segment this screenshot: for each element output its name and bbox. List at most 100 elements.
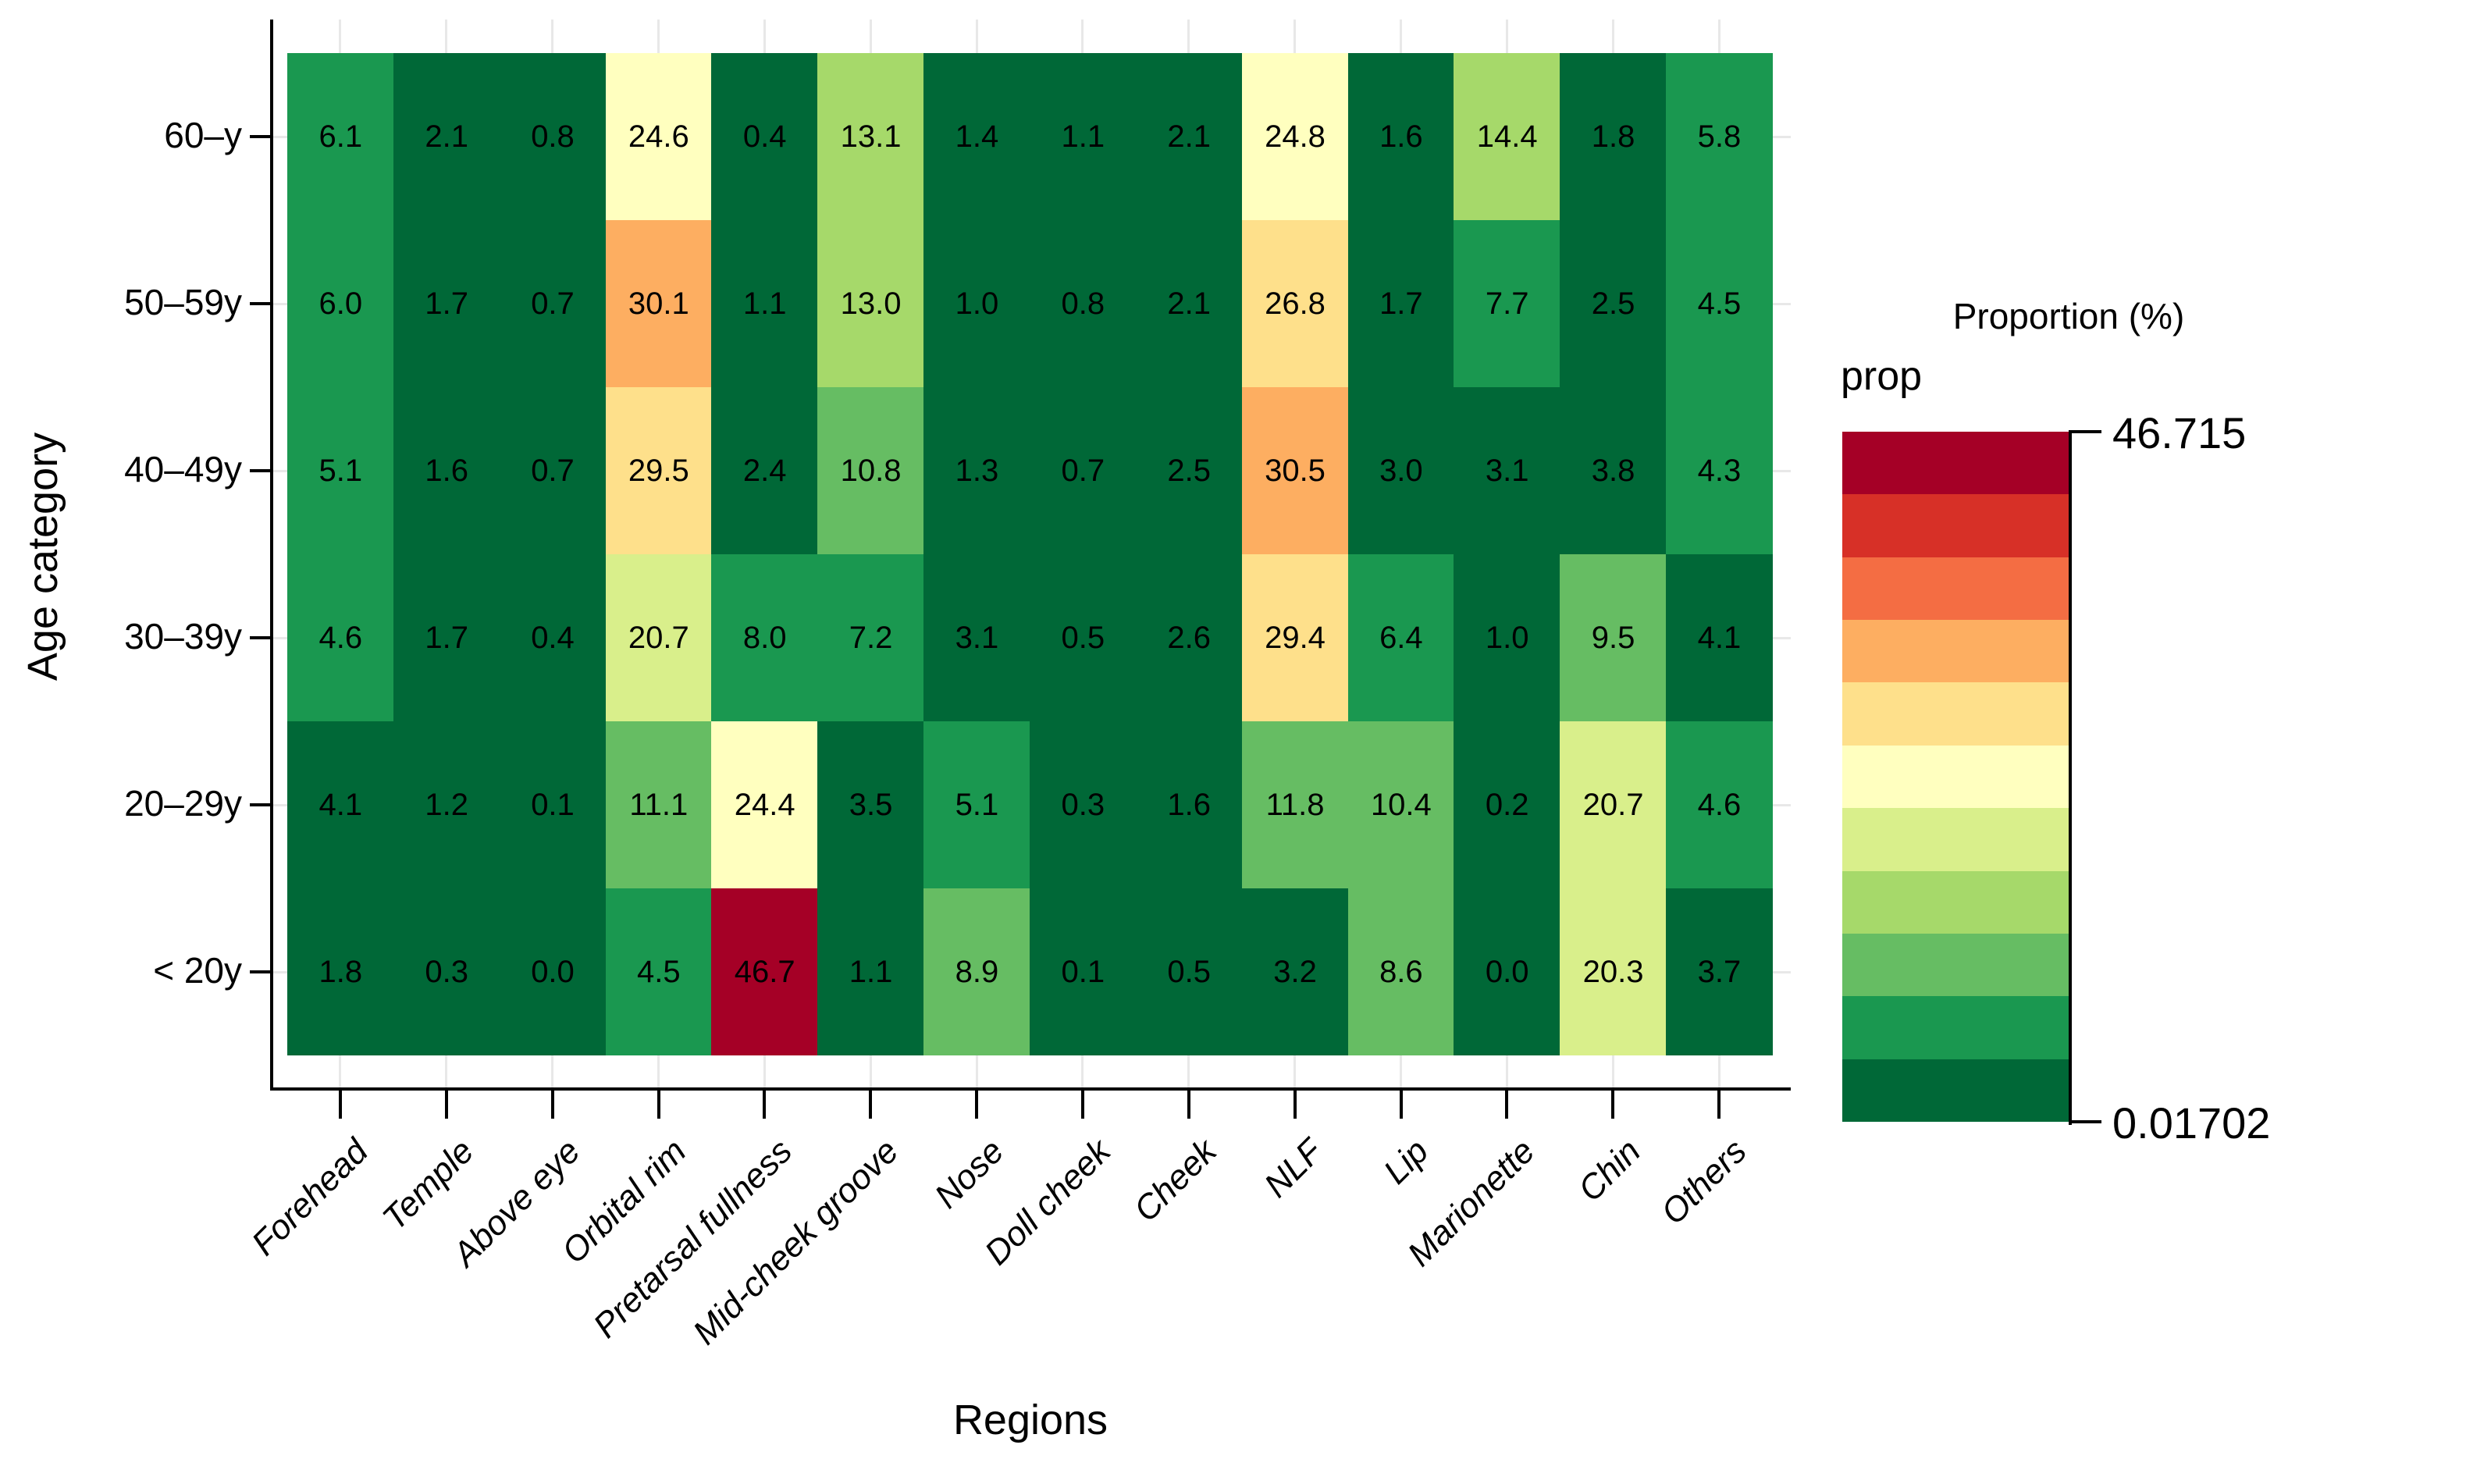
cell-value: 24.4 bbox=[734, 788, 795, 822]
cell-value: 3.5 bbox=[849, 788, 893, 822]
legend-color-band bbox=[1842, 808, 2069, 871]
heatmap-cell: 20.7 bbox=[1560, 721, 1667, 888]
cell-value: 46.7 bbox=[734, 955, 795, 989]
cell-value: 1.6 bbox=[1167, 788, 1211, 822]
y-tick-label: 20–29y bbox=[124, 782, 242, 824]
heatmap-cell: 0.8 bbox=[499, 53, 607, 220]
x-axis-tick bbox=[869, 1091, 873, 1119]
heatmap-cell: 1.1 bbox=[711, 220, 818, 387]
cell-value: 20.3 bbox=[1582, 955, 1644, 989]
cell-value: 3.1 bbox=[955, 621, 999, 655]
cell-value: 24.8 bbox=[1265, 119, 1326, 154]
legend-color-band bbox=[1842, 557, 2069, 621]
cell-value: 1.0 bbox=[955, 286, 999, 321]
x-axis-tick bbox=[1187, 1091, 1190, 1119]
cell-value: 8.0 bbox=[742, 621, 787, 655]
heatmap-cell: 1.0 bbox=[923, 220, 1030, 387]
heatmap-cell: 20.3 bbox=[1560, 888, 1667, 1055]
x-axis-tick bbox=[1293, 1091, 1297, 1119]
cell-value: 3.1 bbox=[1485, 454, 1529, 488]
heatmap-cell: 7.2 bbox=[817, 554, 924, 721]
cell-value: 14.4 bbox=[1476, 119, 1538, 154]
heatmap-cell: 0.2 bbox=[1454, 721, 1560, 888]
legend-color-band bbox=[1842, 996, 2069, 1059]
cell-value: 0.3 bbox=[425, 955, 468, 989]
heatmap-cell: 0.0 bbox=[499, 888, 607, 1055]
heatmap-cell: 2.1 bbox=[393, 53, 500, 220]
heatmap-cell: 0.4 bbox=[711, 53, 818, 220]
heatmap-cell: 14.4 bbox=[1454, 53, 1560, 220]
x-tick-label: Lip bbox=[1376, 1132, 1436, 1192]
cell-value: 3.2 bbox=[1273, 955, 1317, 989]
heatmap-cell: 2.6 bbox=[1135, 554, 1243, 721]
cell-value: 9.5 bbox=[1591, 621, 1635, 655]
heatmap-cell: 3.7 bbox=[1666, 888, 1773, 1055]
y-tick-label: 50–59y bbox=[124, 281, 242, 322]
y-axis-tick bbox=[250, 636, 270, 639]
y-axis-tick bbox=[250, 302, 270, 305]
heatmap-cell: 6.1 bbox=[287, 53, 394, 220]
heatmap-cell: 1.6 bbox=[1135, 721, 1243, 888]
heatmap-cell: 1.2 bbox=[393, 721, 500, 888]
cell-value: 4.5 bbox=[637, 955, 681, 989]
x-axis-tick bbox=[1611, 1091, 1615, 1119]
heatmap-cell: 8.0 bbox=[711, 554, 818, 721]
heatmap-cell: 11.1 bbox=[605, 721, 713, 888]
cell-value: 6.4 bbox=[1379, 621, 1423, 655]
heatmap-cell: 0.0 bbox=[1454, 888, 1560, 1055]
cell-value: 1.1 bbox=[849, 955, 893, 989]
legend-fill-label: prop bbox=[1841, 354, 1923, 399]
cell-value: 11.1 bbox=[629, 788, 689, 822]
heatmap-cell: 10.8 bbox=[817, 387, 924, 554]
heatmap-cell: 2.4 bbox=[711, 387, 818, 554]
legend-color-band bbox=[1842, 745, 2069, 809]
heatmap-cell: 1.1 bbox=[817, 888, 924, 1055]
cell-value: 0.3 bbox=[1061, 788, 1105, 822]
heatmap-cell: 0.4 bbox=[499, 554, 607, 721]
heatmap-cell: 0.8 bbox=[1030, 220, 1137, 387]
cell-value: 5.1 bbox=[955, 788, 999, 822]
x-tick-label: Pretarsal fullness bbox=[585, 1132, 800, 1346]
x-axis-tick bbox=[975, 1091, 979, 1119]
legend-axis-line bbox=[2069, 430, 2072, 1125]
cell-value: 4.6 bbox=[318, 621, 363, 655]
x-axis-tick bbox=[763, 1091, 767, 1119]
legend-color-band bbox=[1842, 620, 2069, 683]
x-axis-line bbox=[270, 1087, 1791, 1091]
heatmap-cell: 5.8 bbox=[1666, 53, 1773, 220]
heatmap-cell: 7.7 bbox=[1454, 220, 1560, 387]
cell-value: 7.7 bbox=[1485, 286, 1529, 321]
cell-value: 0.0 bbox=[531, 955, 575, 989]
heatmap-cell: 1.0 bbox=[1454, 554, 1560, 721]
heatmap-cell: 5.1 bbox=[287, 387, 394, 554]
legend-title: Proportion (%) bbox=[1952, 296, 2185, 336]
heatmap-cell: 1.3 bbox=[923, 387, 1030, 554]
cell-value: 1.6 bbox=[425, 454, 468, 488]
cell-value: 0.1 bbox=[1061, 955, 1105, 989]
heatmap-cell: 0.7 bbox=[1030, 387, 1137, 554]
y-tick-label: 40–49y bbox=[124, 448, 242, 489]
cell-value: 3.7 bbox=[1697, 955, 1742, 989]
heatmap-cell: 3.8 bbox=[1560, 387, 1667, 554]
heatmap-cell: 3.1 bbox=[923, 554, 1030, 721]
cell-value: 0.7 bbox=[1061, 454, 1105, 488]
cell-value: 4.1 bbox=[318, 788, 363, 822]
cell-value: 1.2 bbox=[425, 788, 468, 822]
y-tick-label: 60–y bbox=[164, 114, 242, 155]
heatmap-cell: 2.5 bbox=[1135, 387, 1243, 554]
y-tick-label: 30–39y bbox=[124, 615, 242, 657]
heatmap-cell: 6.4 bbox=[1347, 554, 1455, 721]
y-axis-tick bbox=[250, 803, 270, 806]
cell-value: 0.4 bbox=[742, 119, 787, 154]
y-axis-tick bbox=[250, 135, 270, 138]
cell-value: 5.8 bbox=[1697, 119, 1742, 154]
cell-value: 5.1 bbox=[318, 454, 363, 488]
heatmap-cell: 0.5 bbox=[1030, 554, 1137, 721]
heatmap-cell: 24.4 bbox=[711, 721, 818, 888]
cell-value: 2.1 bbox=[425, 119, 468, 154]
x-tick-label: Mid-cheek groove bbox=[685, 1132, 906, 1352]
cell-value: 3.8 bbox=[1591, 454, 1635, 488]
cell-value: 20.7 bbox=[1582, 788, 1644, 822]
cell-value: 6.1 bbox=[318, 119, 363, 154]
